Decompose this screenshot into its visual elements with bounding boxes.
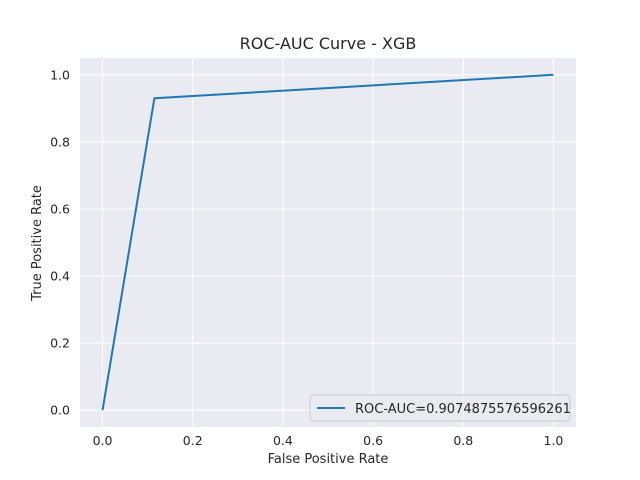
x-tick-label: 0.4 xyxy=(273,433,293,448)
y-tick-label: 0.6 xyxy=(50,201,70,216)
legend-label: ROC-AUC=0.9074875576596261 xyxy=(355,402,571,417)
y-tick-label: 0.4 xyxy=(50,269,70,284)
series-lines xyxy=(101,73,554,411)
legend-box xyxy=(309,394,571,422)
tick-labels: 0.0 0.2 0.4 0.6 0.8 1.0 0.0 0.2 0.4 0.6 0.8 1.0 xyxy=(50,67,563,448)
y-tick-label: 1.0 xyxy=(50,67,70,82)
legend: ROC-AUC=0.9074875576596261 xyxy=(309,394,571,422)
x-tick-label: 0.8 xyxy=(453,433,473,448)
chart-title: ROC-AUC Curve - XGB xyxy=(240,34,417,53)
grid-lines xyxy=(80,58,576,427)
x-tick-label: 0.2 xyxy=(183,433,203,448)
x-tick-label: 1.0 xyxy=(544,433,564,448)
x-axis-label: False Positive Rate xyxy=(268,452,389,467)
y-tick-label: 0.2 xyxy=(50,336,70,351)
plot-area xyxy=(80,58,576,427)
x-tick-label: 0.6 xyxy=(363,433,383,448)
x-tick-label: 0.0 xyxy=(93,433,113,448)
y-tick-label: 0.0 xyxy=(50,403,70,418)
y-tick-label: 0.8 xyxy=(50,134,70,149)
y-axis-label: True Positive Rate xyxy=(30,185,45,302)
roc-curve-line xyxy=(101,73,554,411)
